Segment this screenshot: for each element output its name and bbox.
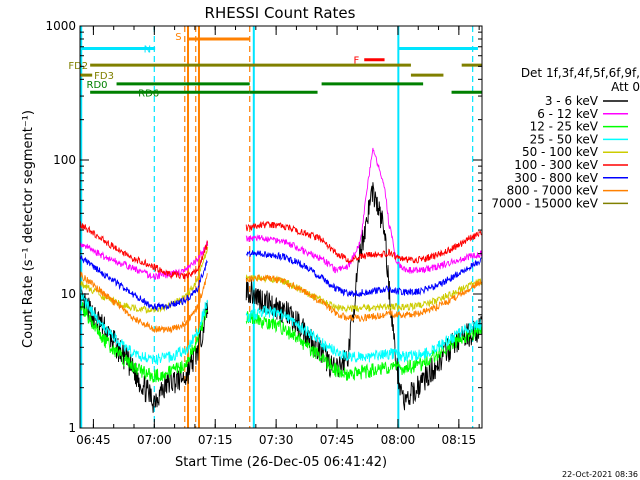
flag-label-fd2: FD2: [68, 61, 88, 72]
series-line-3: [79, 289, 482, 366]
series-line-6: [79, 249, 482, 312]
legend-label: 800 - 7000 keV: [507, 184, 599, 198]
flag-label-rd0: RD0: [87, 80, 108, 91]
series-line-5: [79, 220, 482, 280]
flag-label-n: N: [144, 44, 151, 55]
legend-label: 12 - 25 keV: [530, 120, 599, 134]
x-tick-label: 07:45: [320, 433, 355, 447]
legend-title-line-2: Att 0: [611, 80, 640, 94]
y-axis-label: Count Rate (s⁻¹ detector segment⁻¹): [21, 110, 36, 348]
legend-label: 100 - 300 keV: [514, 158, 598, 172]
legend-label: 3 - 6 keV: [545, 94, 599, 108]
x-tick-label: 08:00: [381, 433, 416, 447]
flag-label-fd3: FD3: [94, 71, 114, 82]
flag-label-rd6: RD6: [138, 88, 159, 99]
plot-frame: [79, 25, 483, 429]
chart-title: RHESSI Count Rates: [205, 4, 356, 22]
x-tick-label: 07:00: [137, 433, 172, 447]
legend-title-line-1: Det 1f,3f,4f,5f,6f,9f,: [521, 66, 640, 80]
y-tick-label: 1: [68, 421, 76, 435]
legend: Det 1f,3f,4f,5f,6f,9f, Att 0 3 - 6 keV6 …: [491, 66, 640, 210]
y-tick-label: 1000: [45, 19, 76, 33]
x-tick-label: 07:15: [198, 433, 233, 447]
footer-timestamp: 22-Oct-2021 08:36: [562, 470, 638, 479]
series-line-7: [79, 270, 482, 334]
y-tick-label: 10: [61, 287, 76, 301]
x-axis-label: Start Time (26-Dec-05 06:41:42): [175, 455, 387, 470]
legend-label: 50 - 100 keV: [522, 145, 599, 159]
legend-label: 25 - 50 keV: [530, 132, 599, 146]
x-tick-label: 06:45: [76, 433, 111, 447]
legend-label: 6 - 12 keV: [537, 107, 599, 121]
legend-label: 7000 - 15000 keV: [491, 196, 598, 210]
x-tick-label: 07:30: [259, 433, 294, 447]
y-tick-label: 100: [53, 153, 76, 167]
axes: 1 10 100 1000 06:45 07:00 07:15 07:30 07:45 08:00…: [45, 19, 483, 447]
x-tick-label: 08:15: [442, 433, 477, 447]
series-line-4: [79, 246, 482, 315]
legend-label: 300 - 800 keV: [514, 171, 598, 185]
series-line-1: [79, 147, 482, 280]
flag-label-s: S: [175, 32, 181, 43]
flag-label-f: F: [353, 56, 359, 67]
